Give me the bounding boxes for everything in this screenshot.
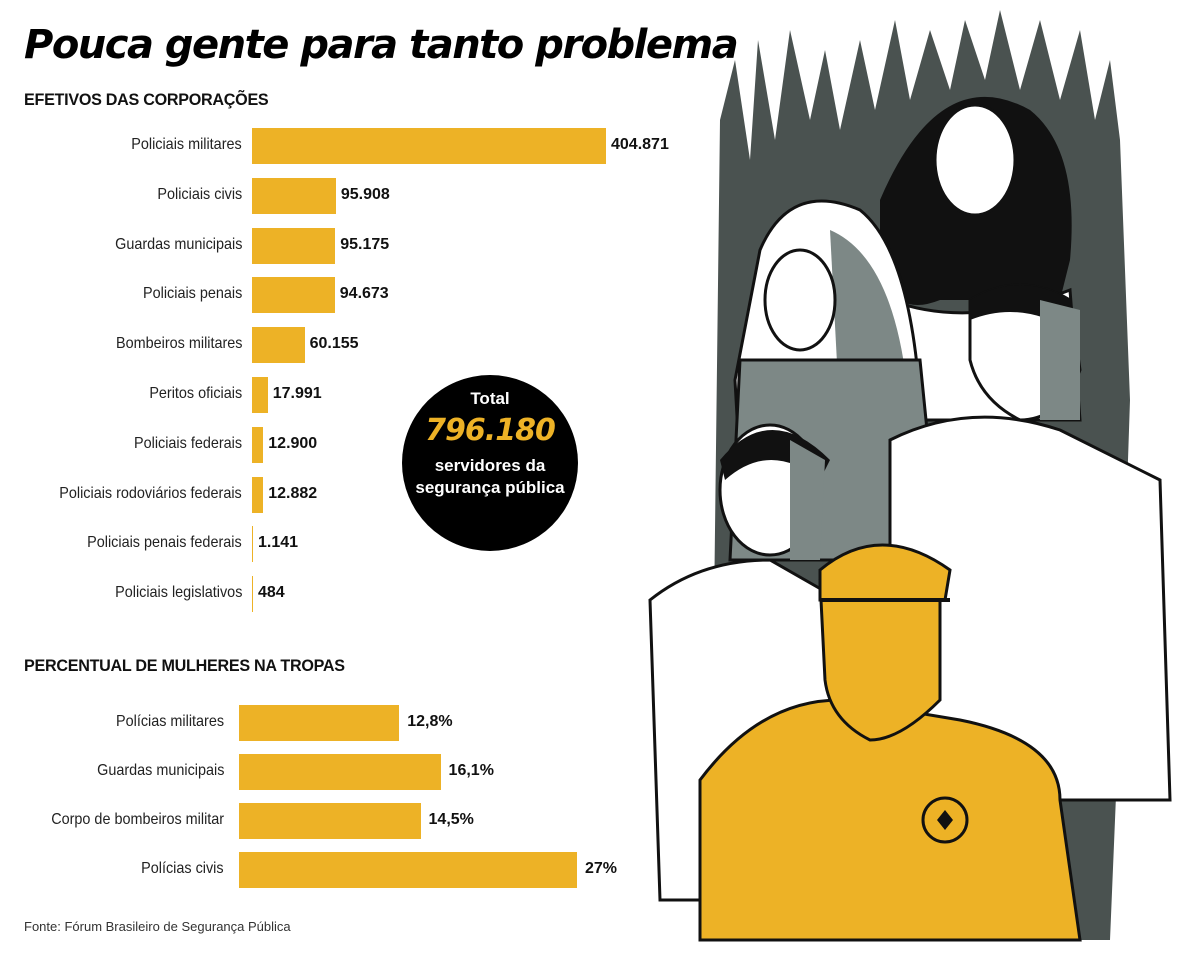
bar-value-label: 404.871 [611, 136, 669, 153]
bar-value-label: 12,8% [407, 713, 453, 730]
bar-label: Policiais penais [142, 285, 242, 303]
bar [252, 277, 335, 314]
bar-label: Peritos oficiais [149, 385, 242, 402]
chart2-title: PERCENTUAL DE MULHERES NA TROPAS [24, 656, 345, 675]
bar-value-label: 14,5% [428, 811, 474, 828]
total-value: 796.180 [425, 413, 556, 448]
bar [252, 327, 305, 364]
bar [252, 177, 336, 214]
bar [252, 576, 253, 613]
bar [252, 476, 264, 513]
person-officer-uniform [698, 543, 1082, 942]
bar-value-label: 60.155 [309, 335, 359, 353]
source-note: Fonte: Fórum Brasileiro de Segurança Púb… [24, 919, 291, 934]
illustration-people [648, 10, 1172, 942]
bar-label: Polícias militares [115, 713, 224, 730]
bar-label: Policiais penais federais [87, 534, 242, 552]
bar [239, 852, 577, 888]
bar-label: Guardas municipais [114, 235, 242, 253]
bar [239, 705, 400, 741]
bar-label: Policiais rodoviários federais [59, 484, 242, 502]
bar [239, 803, 421, 839]
bar-value-label: 484 [258, 584, 285, 602]
total-badge: Total 796.180 servidores da segurança pú… [402, 375, 578, 551]
bar [252, 526, 253, 563]
chart1-title: EFETIVOS DAS CORPORAÇÕES [24, 90, 269, 109]
bar-value-label: 12.882 [268, 484, 318, 502]
bar-label: Polícias civis [141, 860, 224, 877]
bar-label: Guardas municipais [96, 762, 224, 779]
bar-label: Bombeiros militares [115, 335, 242, 353]
total-label: Total [470, 389, 510, 408]
bar-value-label: 17.991 [272, 385, 322, 402]
bar [239, 754, 441, 790]
bar-label: Corpo de bombeiros militar [51, 811, 224, 828]
bar-value-label: 1.141 [258, 534, 299, 552]
bar-label: Policiais federais [133, 434, 242, 452]
total-caption: servidores da segurança pública [415, 456, 565, 497]
bar [252, 426, 264, 463]
bar-label: Policiais civis [157, 185, 242, 203]
bar [252, 227, 336, 264]
bar-value-label: 27% [585, 860, 618, 877]
bar-value-label: 95.175 [340, 235, 390, 253]
bar-value-label: 16,1% [448, 762, 494, 779]
bar-label: Policiais militares [131, 136, 242, 153]
bar-label: Policiais legislativos [114, 584, 242, 602]
bar-value-label: 95.908 [340, 185, 390, 203]
bar [252, 128, 606, 164]
page-title: Pouca gente para tanto problema [24, 22, 739, 68]
bar-value-label: 12.900 [268, 434, 318, 452]
person-man-right [888, 283, 1172, 802]
bar-value-label: 94.673 [339, 285, 389, 303]
bar [252, 377, 268, 413]
